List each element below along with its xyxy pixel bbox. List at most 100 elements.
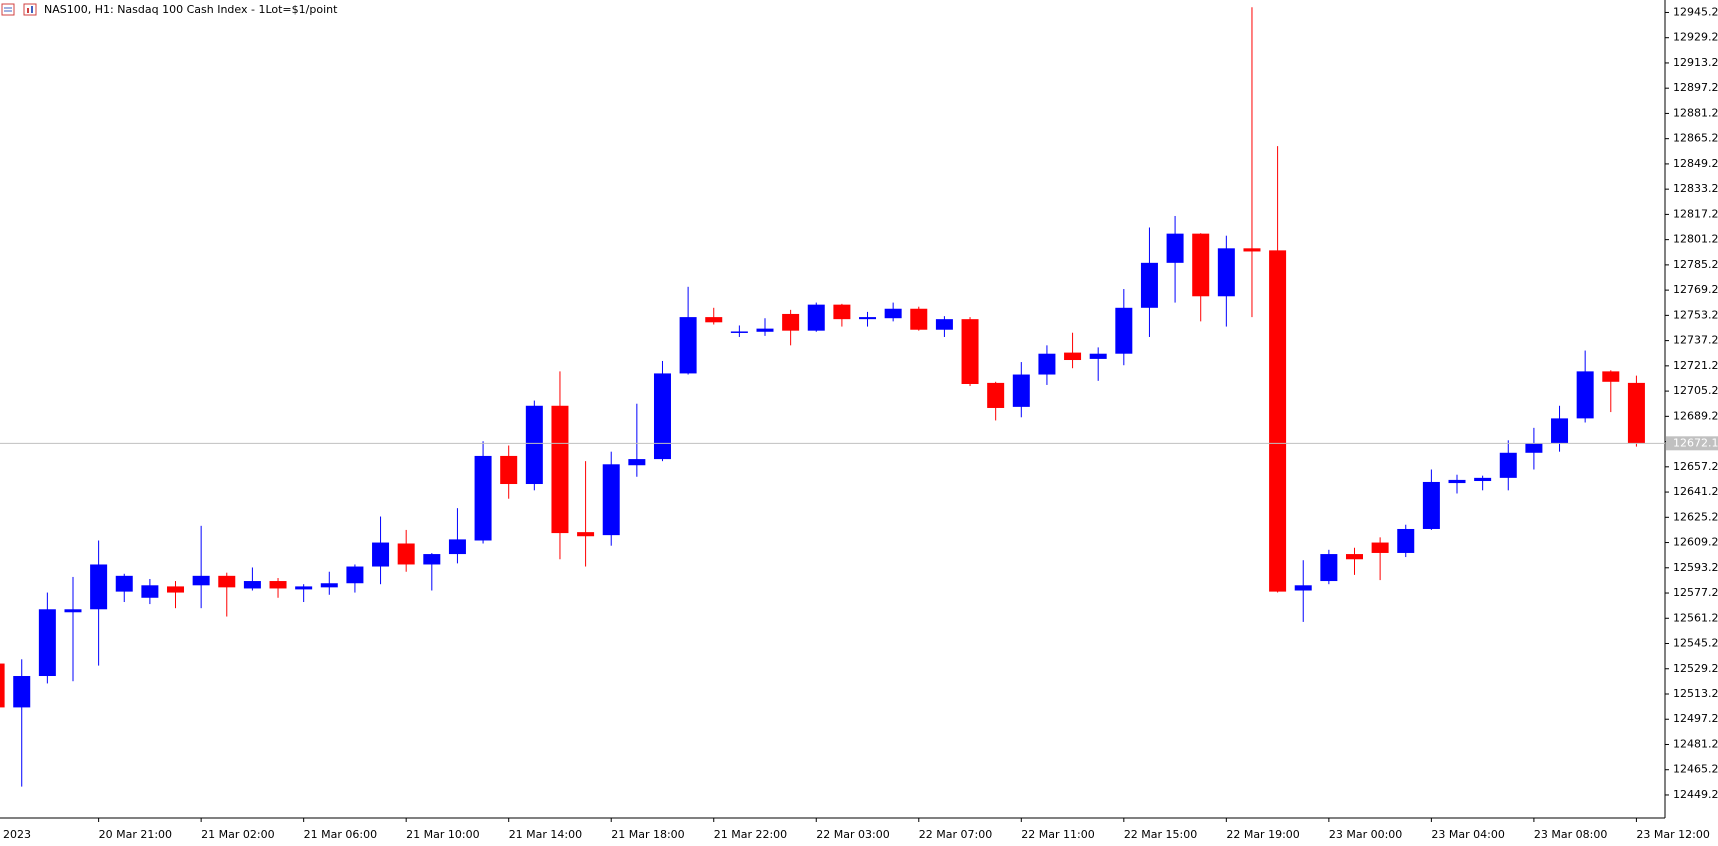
candle-body (1012, 374, 1030, 407)
chart-title: NAS100, H1: Nasdaq 100 Cash Index - 1Lot… (44, 3, 338, 16)
candle-body (859, 317, 877, 320)
icon-chart (23, 3, 37, 16)
y-tick-label: 12929.2 (1673, 31, 1718, 44)
candle-body (756, 328, 774, 332)
y-tick-label: 12705.2 (1673, 384, 1718, 397)
candle-body (628, 459, 646, 466)
y-tick-label: 12465.2 (1673, 763, 1718, 776)
candle-body (295, 586, 313, 590)
candle-body (115, 575, 133, 592)
y-tick-label: 12497.2 (1673, 712, 1718, 725)
candle-body (961, 319, 979, 384)
candle-body (551, 405, 569, 534)
candle-body (1064, 352, 1082, 361)
candle-body (1217, 248, 1235, 297)
y-tick-label: 12625.2 (1673, 510, 1718, 523)
x-tick-label: 22 Mar 07:00 (919, 828, 992, 841)
candle-body (833, 304, 851, 320)
candle-body (141, 585, 159, 598)
x-tick-label: 22 Mar 19:00 (1226, 828, 1299, 841)
y-tick-label: 12945.2 (1673, 5, 1718, 18)
candle-body (987, 382, 1005, 408)
candle-body (1115, 307, 1133, 354)
candle-body (1038, 353, 1056, 375)
candle-body (1397, 528, 1415, 553)
candle-body (167, 586, 185, 593)
candle-body (782, 313, 800, 331)
x-tick-label: 22 Mar 11:00 (1021, 828, 1094, 841)
y-tick-label: 12689.2 (1673, 409, 1718, 422)
y-tick-label: 12881.2 (1673, 106, 1718, 119)
candle-body (884, 308, 902, 319)
icon-bar (31, 6, 33, 13)
icon-table (1, 3, 15, 16)
y-tick-label: 12641.2 (1673, 485, 1718, 498)
x-tick-label: 21 Mar 22:00 (714, 828, 787, 841)
candle-body (1576, 371, 1594, 419)
candle-body (1320, 554, 1338, 582)
x-tick-label: 23 Mar 04:00 (1431, 828, 1504, 841)
current-price-box (1666, 436, 1718, 451)
candle-body (730, 331, 748, 333)
x-tick-label: 20 Mar 2023 (0, 828, 31, 841)
y-tick-label: 12801.2 (1673, 233, 1718, 246)
candle-body (1499, 452, 1517, 478)
y-tick-label: 12785.2 (1673, 258, 1718, 271)
candle-body (1371, 542, 1389, 553)
current-price-label: 12672.1 (1673, 436, 1718, 449)
candle-body (64, 609, 82, 613)
x-tick-label: 23 Mar 12:00 (1636, 828, 1709, 841)
x-tick-label: 22 Mar 03:00 (816, 828, 889, 841)
candle-body (1243, 248, 1261, 252)
candle-body (1551, 418, 1569, 444)
y-tick-label: 12865.2 (1673, 132, 1718, 145)
candle-body (1192, 233, 1210, 297)
candle-body (1140, 262, 1158, 308)
candle-body (243, 581, 261, 589)
candle-body (218, 575, 236, 588)
candle-body (320, 583, 338, 588)
candle-body (1448, 479, 1466, 484)
candle-body (1166, 233, 1184, 263)
y-tick-label: 12753.2 (1673, 308, 1718, 321)
x-tick-label: 21 Mar 18:00 (611, 828, 684, 841)
candle-body (372, 542, 390, 567)
y-tick-label: 12593.2 (1673, 561, 1718, 574)
x-tick-label: 21 Mar 06:00 (304, 828, 377, 841)
y-tick-label: 12561.2 (1673, 611, 1718, 624)
candle-body (474, 455, 492, 541)
candle-body (807, 304, 825, 331)
candle-body (1627, 382, 1645, 444)
candle-body (269, 581, 287, 589)
candle-body (0, 663, 5, 708)
y-tick-label: 12913.2 (1673, 56, 1718, 69)
candle-body (1269, 250, 1287, 592)
x-tick-label: 21 Mar 10:00 (406, 828, 479, 841)
icon-bar (27, 8, 29, 13)
candle-body (602, 464, 620, 536)
candle-body (448, 539, 466, 555)
candle-body (346, 566, 364, 584)
candle-body (500, 455, 518, 485)
y-tick-label: 12769.2 (1673, 283, 1718, 296)
x-tick-label: 23 Mar 00:00 (1329, 828, 1402, 841)
candle-body (935, 319, 953, 330)
candle-body (577, 532, 595, 537)
candle-body (1422, 481, 1440, 529)
candle-body (705, 317, 723, 323)
candle-body (1474, 477, 1492, 482)
y-tick-label: 12849.2 (1673, 157, 1718, 170)
y-tick-label: 12513.2 (1673, 687, 1718, 700)
x-tick-label: 20 Mar 21:00 (99, 828, 172, 841)
x-tick-label: 21 Mar 14:00 (509, 828, 582, 841)
y-tick-label: 12737.2 (1673, 334, 1718, 347)
y-tick-label: 12529.2 (1673, 662, 1718, 675)
candle-body (653, 373, 671, 460)
candle-body (1089, 353, 1107, 359)
x-tick-label: 22 Mar 15:00 (1124, 828, 1197, 841)
candle-body (423, 554, 441, 565)
x-tick-label: 21 Mar 02:00 (201, 828, 274, 841)
y-tick-label: 12657.2 (1673, 460, 1718, 473)
candle-body (1602, 371, 1620, 382)
